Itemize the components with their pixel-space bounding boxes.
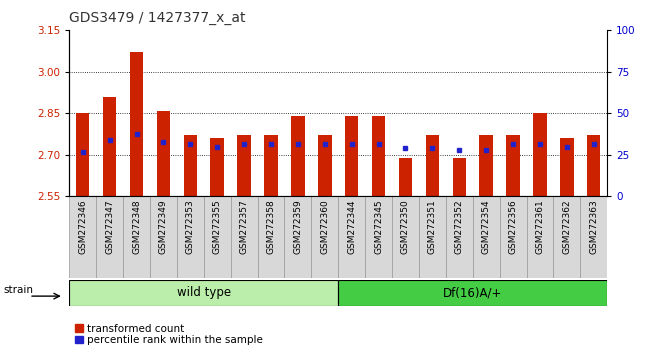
Bar (345, 116, 358, 196)
Text: GSM272348: GSM272348 (132, 200, 141, 255)
FancyBboxPatch shape (69, 280, 339, 306)
Bar (560, 138, 574, 196)
Text: GSM272350: GSM272350 (401, 200, 410, 255)
Bar (533, 113, 546, 196)
Text: GSM272346: GSM272346 (79, 200, 87, 255)
FancyBboxPatch shape (231, 196, 257, 278)
Bar (264, 136, 278, 196)
Text: GSM272362: GSM272362 (562, 200, 572, 255)
Legend: transformed count, percentile rank within the sample: transformed count, percentile rank withi… (75, 324, 263, 345)
FancyBboxPatch shape (500, 196, 527, 278)
FancyBboxPatch shape (339, 280, 607, 306)
Text: GDS3479 / 1427377_x_at: GDS3479 / 1427377_x_at (69, 11, 246, 25)
Bar (479, 136, 493, 196)
FancyBboxPatch shape (446, 196, 473, 278)
Text: GSM272361: GSM272361 (535, 200, 544, 255)
FancyBboxPatch shape (527, 196, 554, 278)
FancyBboxPatch shape (150, 196, 177, 278)
Bar (103, 97, 116, 196)
Text: GSM272349: GSM272349 (159, 200, 168, 255)
Text: GSM272354: GSM272354 (482, 200, 490, 255)
FancyBboxPatch shape (123, 196, 150, 278)
FancyBboxPatch shape (284, 196, 312, 278)
Text: GSM272360: GSM272360 (320, 200, 329, 255)
Text: GSM272353: GSM272353 (186, 200, 195, 255)
Text: GSM272351: GSM272351 (428, 200, 437, 255)
Text: wild type: wild type (177, 286, 231, 299)
FancyBboxPatch shape (312, 196, 339, 278)
FancyBboxPatch shape (257, 196, 284, 278)
Text: GSM272352: GSM272352 (455, 200, 464, 255)
Bar (291, 116, 305, 196)
Bar (372, 116, 385, 196)
Bar (453, 158, 466, 196)
FancyBboxPatch shape (392, 196, 419, 278)
Text: strain: strain (3, 285, 34, 295)
Bar (183, 136, 197, 196)
Text: Df(16)A/+: Df(16)A/+ (443, 286, 502, 299)
FancyBboxPatch shape (69, 196, 96, 278)
Bar (156, 110, 170, 196)
Text: GSM272357: GSM272357 (240, 200, 249, 255)
FancyBboxPatch shape (365, 196, 392, 278)
Text: GSM272345: GSM272345 (374, 200, 383, 255)
Bar (211, 138, 224, 196)
Text: GSM272355: GSM272355 (213, 200, 222, 255)
Bar (587, 136, 601, 196)
Bar (318, 136, 331, 196)
FancyBboxPatch shape (96, 196, 123, 278)
Text: GSM272358: GSM272358 (267, 200, 275, 255)
FancyBboxPatch shape (177, 196, 204, 278)
Text: GSM272356: GSM272356 (509, 200, 517, 255)
FancyBboxPatch shape (580, 196, 607, 278)
Text: GSM272344: GSM272344 (347, 200, 356, 254)
Bar (506, 136, 520, 196)
Text: GSM272363: GSM272363 (589, 200, 598, 255)
FancyBboxPatch shape (554, 196, 580, 278)
Bar (76, 113, 90, 196)
FancyBboxPatch shape (204, 196, 231, 278)
FancyBboxPatch shape (419, 196, 446, 278)
FancyBboxPatch shape (473, 196, 500, 278)
Text: GSM272359: GSM272359 (294, 200, 302, 255)
FancyBboxPatch shape (339, 196, 365, 278)
Bar (426, 136, 439, 196)
Text: GSM272347: GSM272347 (105, 200, 114, 255)
Bar (130, 52, 143, 196)
Bar (399, 158, 412, 196)
Bar (238, 136, 251, 196)
